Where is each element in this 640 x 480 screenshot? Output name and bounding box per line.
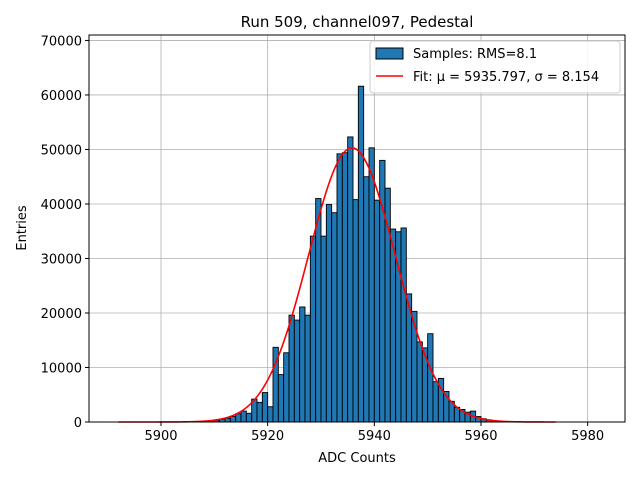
legend-histogram-swatch	[375, 47, 404, 60]
y-tick-label: 50000	[41, 143, 82, 158]
histogram-bar	[341, 152, 349, 423]
histogram-bar	[245, 412, 253, 423]
histogram-bar	[432, 381, 439, 423]
histogram-bar	[373, 199, 381, 423]
histogram-bar	[283, 352, 290, 423]
histogram-bar	[347, 136, 354, 423]
histogram-bar	[320, 235, 327, 423]
x-tick-label: 5900	[144, 429, 177, 444]
histogram-bar	[267, 406, 274, 423]
histogram-bar	[384, 187, 391, 423]
histogram-bar	[304, 314, 311, 423]
y-tick-label: 60000	[41, 89, 82, 104]
y-tick-label: 40000	[41, 198, 82, 213]
x-tick-label: 5960	[464, 429, 497, 444]
chart-title: Run 509, channel097, Pedestal	[241, 13, 474, 31]
histogram-bar	[299, 306, 306, 423]
histogram-bar	[224, 417, 231, 423]
histogram-bar	[240, 410, 247, 423]
x-tick-label: 5980	[571, 429, 604, 444]
y-tick-label: 10000	[41, 361, 82, 376]
histogram-bar	[368, 147, 375, 423]
x-axis-ticks: 5900 5920 5940 5960 5980	[144, 422, 604, 444]
legend-fit-label: Fit: μ = 5935.797, σ = 8.154	[413, 70, 599, 85]
histogram-bar	[357, 85, 365, 423]
histogram-bar	[400, 227, 407, 423]
x-axis-label: ADC Counts	[318, 451, 396, 466]
x-tick-label: 5920	[251, 429, 284, 444]
histogram-bar	[331, 212, 338, 423]
histogram-bar	[293, 319, 301, 423]
histogram-bar	[389, 228, 397, 423]
plot-frame	[88, 34, 626, 423]
histogram-bar	[416, 341, 423, 423]
legend-histogram-label: Samples: RMS=8.1	[413, 47, 537, 62]
histogram-bar	[325, 204, 333, 423]
y-tick-label: 30000	[41, 252, 82, 267]
x-tick-label: 5940	[358, 429, 391, 444]
legend-box	[369, 40, 621, 94]
histogram-bar	[309, 235, 317, 423]
histogram-bar	[277, 374, 285, 423]
histogram-bar	[256, 401, 263, 423]
y-axis-ticks: 0 10000 20000 30000 40000 50000 60000 70000	[41, 34, 89, 431]
histogram-bar	[261, 392, 269, 423]
histogram-bar	[229, 416, 237, 423]
y-tick-label: 0	[74, 416, 82, 431]
histogram-bar	[336, 153, 343, 423]
y-axis-label: Entries	[15, 205, 30, 251]
histogram-bars	[203, 85, 503, 423]
histogram-bar	[352, 199, 359, 423]
histogram-bar	[363, 176, 370, 423]
histogram-bar	[235, 413, 242, 423]
histogram-bar	[315, 198, 322, 423]
legend: Samples: RMS=8.1 Fit: μ = 5935.797, σ = …	[369, 40, 621, 94]
histogram-bar	[288, 314, 295, 423]
y-tick-label: 20000	[41, 307, 82, 322]
histogram-bar	[427, 333, 434, 423]
y-tick-label: 70000	[41, 34, 82, 49]
